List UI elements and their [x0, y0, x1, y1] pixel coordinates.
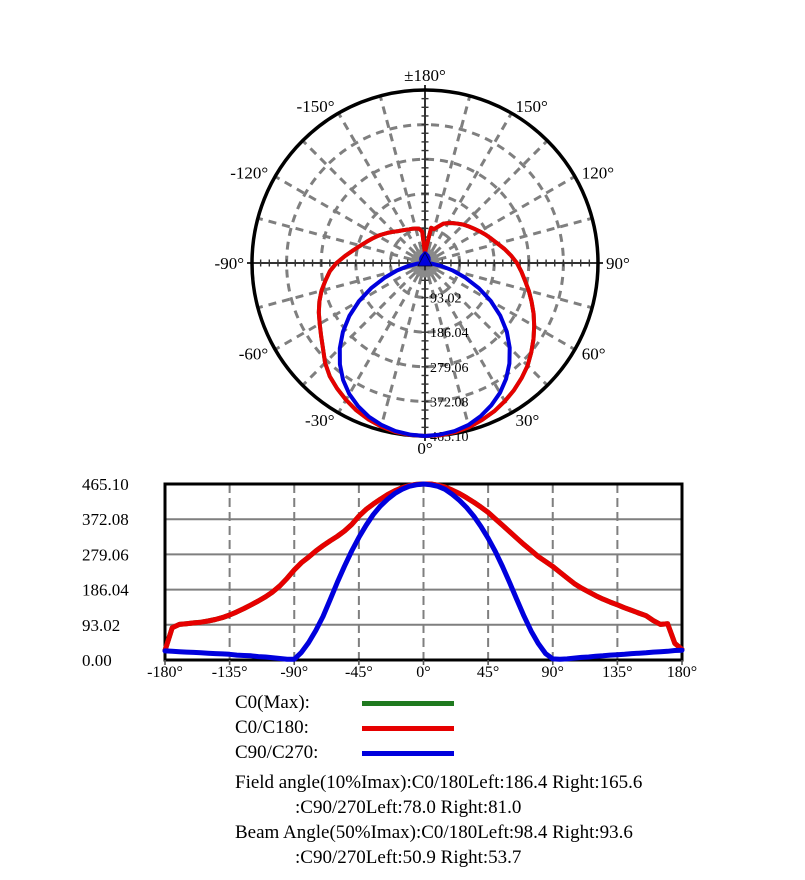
y-axis-label: 93.02: [82, 616, 120, 635]
x-axis-label: -45°: [345, 664, 373, 681]
polar-ring-label: 279.06: [430, 361, 469, 376]
x-axis-label: 0°: [416, 664, 430, 681]
polar-angle-label: -60°: [239, 345, 268, 364]
y-axis-label: 465.10: [82, 475, 129, 494]
polar-angle-label: -150°: [297, 97, 335, 116]
legend-label-c0max: C0(Max):: [235, 692, 310, 713]
polar-angle-label: 0°: [417, 439, 432, 458]
cartesian-chart: -180° -135° -90° -45° 0° 45° 90° 135° 180° 465.10…: [82, 475, 697, 681]
x-axis-label: 180°: [667, 664, 697, 681]
polar-ring-label: 93.02: [430, 292, 462, 307]
polar-grid: [257, 95, 593, 431]
legend-label-c90c270: C90/C270:: [235, 742, 319, 763]
legend-swatch-c90c270-line: [362, 751, 454, 756]
polar-angle-label: 150°: [516, 97, 548, 116]
y-axis-label: 186.04: [82, 581, 129, 600]
polar-angle-labels: ±180° -150° 150° -120° 120° -90° 90° -60° 60° -30…: [215, 66, 630, 458]
polar-angle-label: ±180°: [404, 66, 446, 85]
cartesian-grid: [165, 484, 682, 660]
polar-angle-label: -120°: [230, 164, 268, 183]
legend-swatch-c0max-line: [362, 701, 454, 706]
x-axis-label: -90°: [280, 664, 308, 681]
polar-ring-label: 186.04: [430, 326, 469, 341]
y-axis-label: 279.06: [82, 545, 129, 564]
field-angle-c90-line: :C90/270Left:78.0 Right:81.0: [295, 797, 522, 818]
beam-angle-c0-line: Beam Angle(50%Imax):C0/180Left:98.4 Righ…: [235, 822, 633, 843]
x-axis-label: 90°: [542, 664, 564, 681]
y-axis-label: 372.08: [82, 510, 129, 529]
beam-angle-c90-line: :C90/270Left:50.9 Right:53.7: [295, 847, 522, 868]
polar-angle-label: -30°: [305, 411, 334, 430]
luminaire-marker: [417, 251, 433, 267]
x-axis-label: 45°: [477, 664, 499, 681]
legend-label-c0c180: C0/C180:: [235, 717, 309, 738]
cartesian-curve-c90c270: [162, 481, 685, 662]
x-axis-label: 135°: [602, 664, 632, 681]
field-angle-c0-line: Field angle(10%Imax):C0/180Left:186.4 Ri…: [235, 772, 643, 793]
polar-chart: ±180° -150° 150° -120° 120° -90° 90° -60° 60° -30…: [215, 66, 630, 458]
photometric-charts-svg: ±180° -150° 150° -120° 120° -90° 90° -60° 60° -30…: [82, 66, 697, 681]
legend-swatch-c0c180-line: [362, 726, 454, 731]
x-axis-label: -180°: [147, 664, 183, 681]
polar-ring-label: 372.08: [430, 395, 469, 410]
polar-angle-label: 90°: [606, 254, 630, 273]
polar-angle-label: -90°: [215, 254, 244, 273]
polar-angle-label: 60°: [582, 345, 606, 364]
y-axis-label: 0.00: [82, 651, 112, 670]
polar-angle-label: 120°: [582, 164, 614, 183]
polar-angle-label: 30°: [516, 411, 540, 430]
x-axis-label: -135°: [212, 664, 248, 681]
